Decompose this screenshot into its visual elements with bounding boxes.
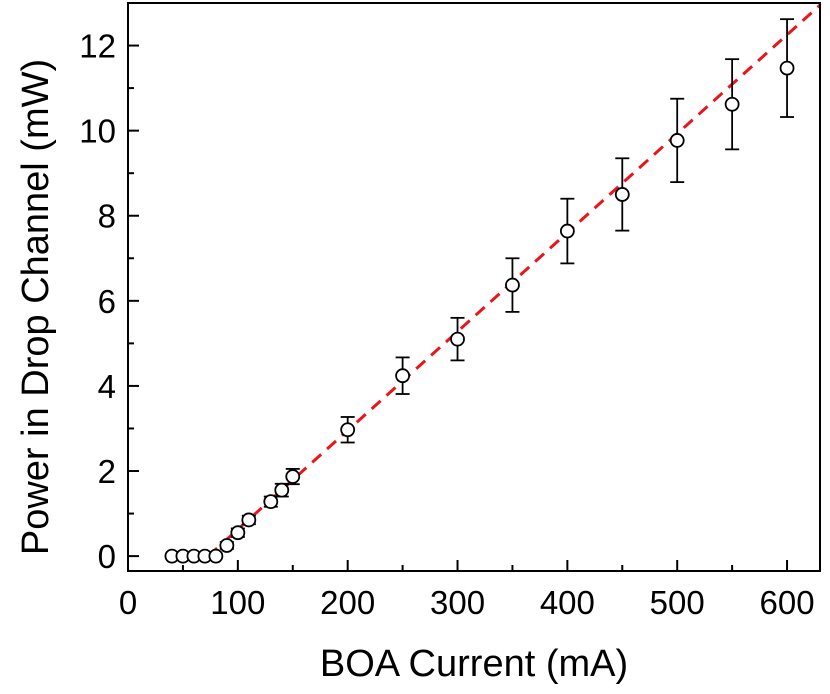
data-point xyxy=(208,548,224,564)
data-point xyxy=(724,96,740,112)
data-point xyxy=(219,538,235,553)
x-axis-title: BOA Current (mA) xyxy=(320,643,628,685)
y-tick-label: 0 xyxy=(98,538,116,575)
data-point xyxy=(559,223,575,239)
x-tick-label: 500 xyxy=(650,584,705,621)
x-tick-label: 0 xyxy=(119,584,137,621)
axis-ticks-layer: 0 100 200 300 400 500 600 0 2 4 6 8 10 12 xyxy=(79,28,814,621)
x-tick-label: 100 xyxy=(210,584,265,621)
data-point xyxy=(274,482,290,498)
data-point xyxy=(230,525,246,541)
y-tick-label: 2 xyxy=(98,453,116,490)
data-point xyxy=(263,494,279,510)
x-tick-label: 600 xyxy=(760,584,815,621)
data-point xyxy=(614,187,630,202)
data-point xyxy=(779,60,795,76)
x-tick-label: 200 xyxy=(320,584,375,621)
data-point xyxy=(450,331,465,347)
data-point xyxy=(340,422,356,438)
data-point xyxy=(285,469,301,484)
data-point xyxy=(669,133,685,148)
data-point xyxy=(395,368,411,384)
y-tick-label: 12 xyxy=(79,28,116,65)
data-points-layer xyxy=(164,60,795,564)
x-tick-label: 400 xyxy=(540,584,595,621)
plot-frame xyxy=(127,2,821,572)
data-point xyxy=(505,277,520,293)
y-tick-label: 4 xyxy=(98,368,116,405)
data-point xyxy=(241,512,257,528)
y-tick-label: 8 xyxy=(98,198,116,235)
y-axis-title: Power in Drop Channel (mW) xyxy=(15,59,57,555)
y-tick-label: 6 xyxy=(98,283,116,320)
x-tick-label: 300 xyxy=(430,584,485,621)
y-tick-label: 10 xyxy=(79,113,116,150)
